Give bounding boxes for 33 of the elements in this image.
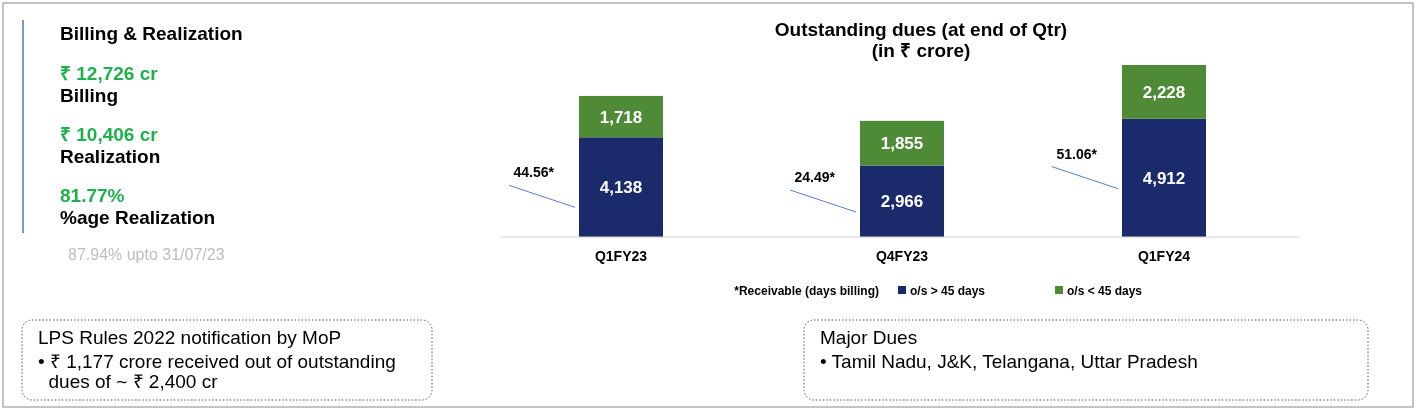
text: Major Dues xyxy=(820,327,918,348)
legend-label: o/s < 45 days xyxy=(1067,284,1143,298)
x-tick-label: Q1FY24 xyxy=(1137,248,1191,264)
text: • ₹ 1,177 crore received out of outstanding dues of ~ ₹ 2,400 cr xyxy=(38,351,396,392)
data-label: 2,966 xyxy=(880,192,924,212)
text: ₹ 10,406 cr xyxy=(60,124,159,145)
chart-subtitle: (in ₹ crore) xyxy=(871,40,971,61)
text: 81.77% xyxy=(60,185,125,206)
text: Realization xyxy=(60,146,161,167)
text: Billing xyxy=(60,85,119,106)
annotation: 44.56* xyxy=(513,164,555,181)
text: ₹ 12,726 cr xyxy=(60,63,159,84)
text: *Receivable (days billing) xyxy=(734,284,879,298)
text: • Tamil Nadu, J&K, Telangana, Uttar Pradesh xyxy=(820,351,1198,372)
x-tick-label: Q1FY23 xyxy=(594,248,648,264)
data-label: 2,228 xyxy=(1142,82,1186,102)
bar xyxy=(1122,118,1206,237)
annotation: 24.49* xyxy=(794,169,836,185)
text: Billing & Realization xyxy=(60,23,243,44)
legend-label: o/s > 45 days xyxy=(910,284,986,298)
data-label: 4,912 xyxy=(1142,168,1186,188)
text: %age Realization xyxy=(60,207,216,228)
chart-title: Outstanding dues (at end of Qtr) xyxy=(774,19,1068,40)
bar xyxy=(1122,65,1206,119)
x-tick-label: Q4FY23 xyxy=(875,248,929,264)
bar xyxy=(579,137,663,237)
data-label: 4,138 xyxy=(599,178,643,198)
bar xyxy=(579,95,663,138)
data-label: 1,855 xyxy=(880,134,924,154)
annotation: 51.06* xyxy=(1056,145,1098,162)
text: LPS Rules 2022 notification by MoP xyxy=(38,327,342,348)
text: 87.94% upto 31/07/23 xyxy=(68,246,225,263)
data-label: 1,718 xyxy=(599,107,643,127)
